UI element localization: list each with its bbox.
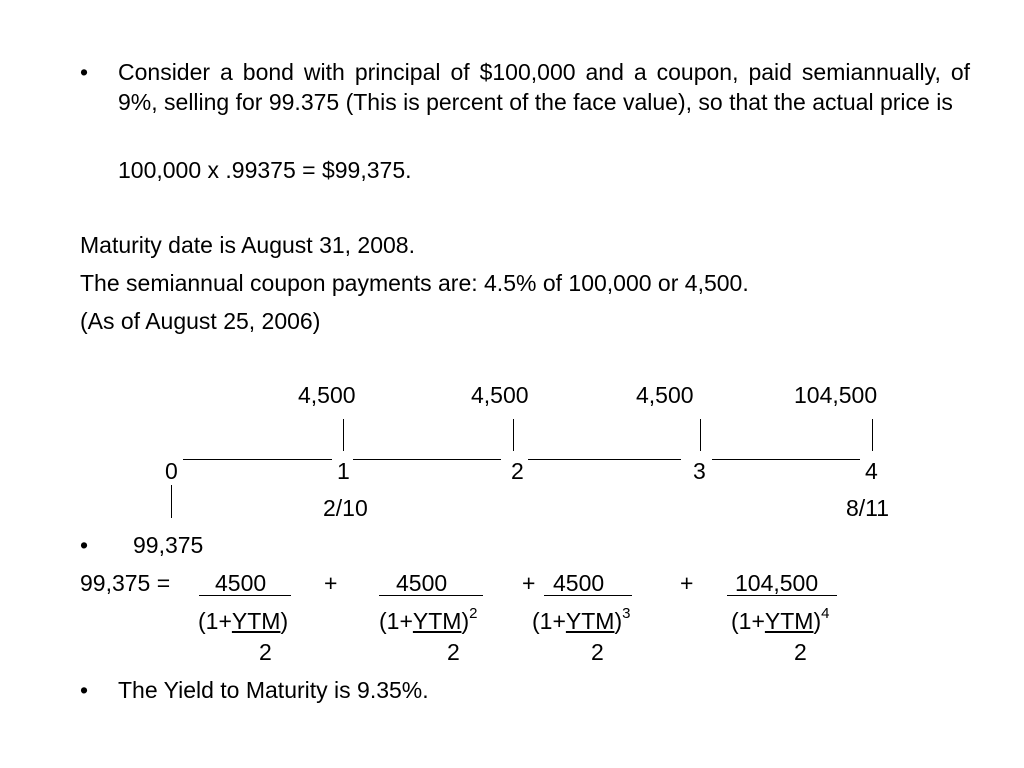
plus-sign: + bbox=[680, 570, 694, 596]
fraction-bar bbox=[544, 595, 632, 596]
timeline-tick bbox=[171, 485, 172, 518]
period-label: 3 bbox=[693, 458, 706, 484]
payment-label: 104,500 bbox=[794, 382, 878, 408]
denominator: (1+YTM)2 bbox=[379, 605, 478, 634]
equation-lhs: 99,375 = bbox=[80, 570, 171, 596]
date-label: 2/10 bbox=[323, 495, 368, 521]
fraction-bar bbox=[199, 595, 291, 596]
ytm-divisor: 2 bbox=[794, 639, 807, 665]
denominator: (1+YTM)3 bbox=[532, 605, 631, 634]
as-of-date-text: (As of August 25, 2006) bbox=[80, 308, 321, 334]
date-label: 8/11 bbox=[846, 495, 890, 521]
denominator: (1+YTM) bbox=[198, 608, 289, 634]
denominator: (1+YTM)4 bbox=[731, 605, 830, 634]
bullet-marker: • bbox=[80, 532, 89, 558]
timeline-segment bbox=[528, 459, 681, 460]
plus-sign: + bbox=[324, 570, 338, 596]
bullet-marker: • bbox=[80, 677, 89, 703]
numerator: 104,500 bbox=[735, 570, 819, 596]
period-label: 1 bbox=[337, 458, 350, 484]
timeline-segment bbox=[712, 459, 860, 460]
exponent: 2 bbox=[469, 605, 478, 623]
maturity-date-text: Maturity date is August 31, 2008. bbox=[80, 232, 415, 258]
coupon-payments-text: The semiannual coupon payments are: 4.5%… bbox=[80, 270, 749, 296]
timeline-tick bbox=[700, 419, 701, 451]
intro-paragraph: Consider a bond with principal of $100,0… bbox=[118, 59, 970, 115]
period-label: 2 bbox=[511, 458, 524, 484]
exponent: 4 bbox=[821, 605, 830, 623]
numerator: 4500 bbox=[396, 570, 448, 596]
fraction-bar bbox=[727, 595, 837, 596]
ytm-divisor: 2 bbox=[447, 639, 460, 665]
ytm-divisor: 2 bbox=[259, 639, 272, 665]
period-label: 0 bbox=[165, 458, 178, 484]
price-bullet-text: 99,375 bbox=[133, 532, 204, 558]
exponent: 3 bbox=[622, 605, 631, 623]
ytm-divisor: 2 bbox=[591, 639, 604, 665]
timeline-segment bbox=[183, 459, 332, 460]
fraction-bar bbox=[379, 595, 483, 596]
period-label: 4 bbox=[865, 458, 878, 484]
payment-label: 4,500 bbox=[298, 382, 356, 408]
numerator: 4500 bbox=[215, 570, 267, 596]
ytm-conclusion: The Yield to Maturity is 9.35%. bbox=[118, 677, 429, 703]
payment-label: 4,500 bbox=[636, 382, 694, 408]
price-calculation: 100,000 x .99375 = $99,375. bbox=[118, 157, 412, 183]
timeline-tick bbox=[343, 419, 344, 451]
plus-sign: + bbox=[522, 570, 536, 596]
bullet-marker: • bbox=[80, 59, 89, 85]
numerator: 4500 bbox=[553, 570, 605, 596]
timeline-tick bbox=[872, 419, 873, 451]
timeline-segment bbox=[353, 459, 501, 460]
payment-label: 4,500 bbox=[471, 382, 529, 408]
timeline-tick bbox=[513, 419, 514, 451]
